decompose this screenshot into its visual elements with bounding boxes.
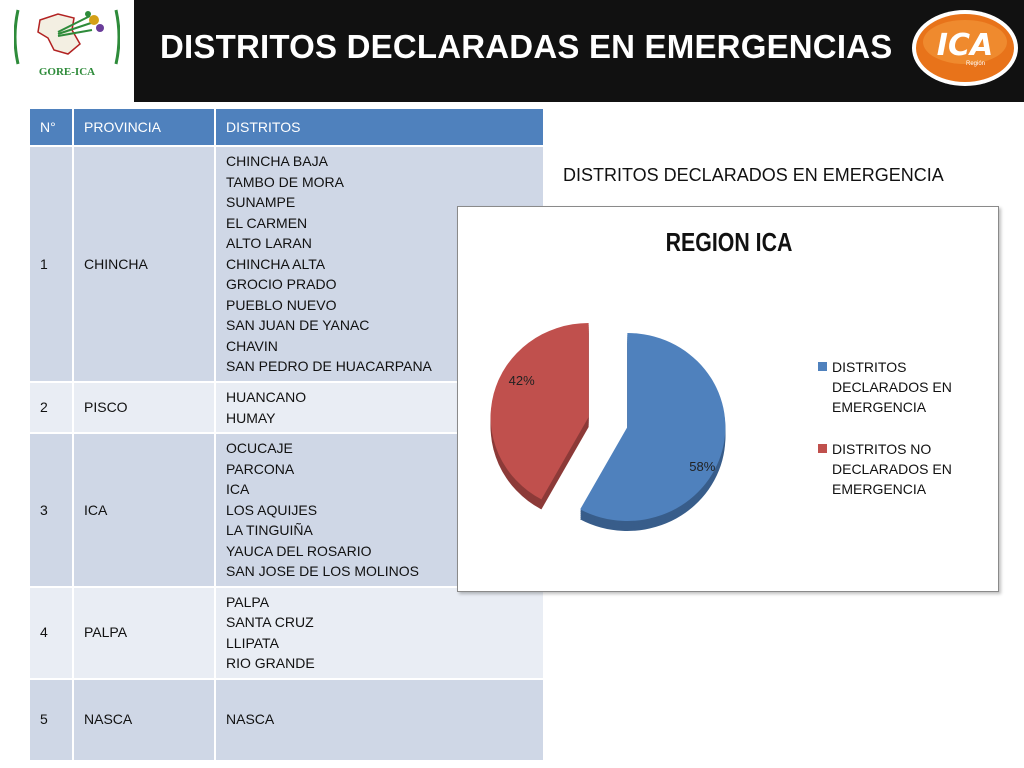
cell-province: NASCA <box>72 677 216 762</box>
column-header-number: N° <box>28 107 74 147</box>
district-name: YAUCA DEL ROSARIO <box>226 542 372 559</box>
cell-number: 3 <box>28 432 74 588</box>
ica-region-logo: ICA Región <box>910 8 1020 88</box>
table-header-row: N° PROVINCIA DISTRITOS <box>28 107 545 147</box>
district-name: SANTA CRUZ <box>226 614 314 630</box>
district-name: NASCA <box>226 711 275 728</box>
districts-table: N° PROVINCIA DISTRITOS 1 CHINCHA CHINCHA B… <box>28 107 545 762</box>
table-body: 1 CHINCHA CHINCHA BAJA TAMBO DE MORA SUNAMPE… <box>28 145 545 762</box>
chart-subtitle: DISTRITOS DECLARADOS EN EMERGENCIA <box>563 165 944 185</box>
header-bar: GORE-ICA DISTRITOS DECLARADAS EN EMERGEN… <box>0 0 1024 102</box>
legend-label: DISTRITOS NO DECLARADOS EN EMERGENCIA <box>832 441 952 497</box>
table-row: 4 PALPA PALPA SANTA CRUZ LLIPATA RIO GRANDE <box>28 585 545 680</box>
pie-chart: 58% 42% <box>490 323 726 531</box>
district-name: SAN JOSE DE LOS MOLINOS <box>226 563 419 579</box>
district-name: HUANCANO <box>226 389 307 405</box>
cell-districts: PALPA SANTA CRUZ LLIPATA RIO GRANDE <box>214 585 545 680</box>
cell-province: PISCO <box>72 381 216 434</box>
cell-number: 2 <box>28 381 74 434</box>
gore-ica-logo-text: GORE-ICA <box>38 66 96 78</box>
legend-label: DISTRITOS DECLARADOS EN EMERGENCIA <box>832 359 952 415</box>
district-name: CHAVIN <box>226 337 278 354</box>
gore-ica-emblem-icon <box>14 9 120 65</box>
ica-logo-text: ICA <box>936 28 994 63</box>
district-name: LLIPATA <box>226 634 279 651</box>
pie-slice <box>580 332 726 521</box>
district-name: GROCIO PRADO <box>226 276 337 293</box>
district-name: OCUCAJE <box>226 440 293 456</box>
district-name: LOS AQUIJES <box>226 501 318 518</box>
district-name: SUNAMPE <box>226 194 296 211</box>
district-name: SAN PEDRO DE HUACARPANA <box>226 358 432 375</box>
page-title: DISTRITOS DECLARADAS EN EMERGENCIAS <box>160 28 893 65</box>
district-name: PALPA <box>226 593 270 610</box>
cell-number: 4 <box>28 585 74 680</box>
column-header-province: PROVINCIA <box>72 107 216 147</box>
legend-item: DISTRITOS DECLARADOS EN EMERGENCIA <box>818 357 998 417</box>
cell-number: 1 <box>28 145 74 383</box>
district-name: PUEBLO NUEVO <box>226 296 337 313</box>
district-name: ALTO LARAN <box>226 235 312 252</box>
legend-swatch <box>818 444 827 453</box>
cell-province: PALPA <box>72 585 216 680</box>
table-row: 5 NASCA NASCA <box>28 677 545 762</box>
district-name: LA TINGUIÑA <box>226 522 313 538</box>
pie-data-label: 58% <box>689 459 715 474</box>
ica-logo-badge-icon <box>912 10 1018 86</box>
gore-ica-logo: GORE-ICA <box>0 0 134 102</box>
chart-legend: DISTRITOS DECLARADOS EN EMERGENCIA DISTRI… <box>818 357 998 521</box>
ica-logo-subtext: Región <box>966 61 986 67</box>
district-name: TAMBO DE MORA <box>226 173 344 190</box>
pie-slice <box>490 323 589 500</box>
column-header-districts: DISTRITOS <box>214 107 545 147</box>
district-name: PARCONA <box>226 460 295 477</box>
district-name: CHINCHA ALTA <box>226 255 326 272</box>
legend-swatch <box>818 362 827 371</box>
cell-province: ICA <box>72 432 216 588</box>
cell-districts: NASCA <box>214 677 545 762</box>
district-name: RIO GRANDE <box>226 655 315 671</box>
cell-number: 5 <box>28 677 74 762</box>
pie-data-label: 42% <box>509 373 535 388</box>
district-name: SAN JUAN DE YANAC <box>226 317 370 334</box>
district-name: ICA <box>226 481 250 497</box>
district-name: EL CARMEN <box>226 214 308 231</box>
district-name: HUMAY <box>226 409 276 426</box>
cell-province: CHINCHA <box>72 145 216 383</box>
district-name: CHINCHA BAJA <box>226 153 328 170</box>
pie-chart-panel: REGION ICA 58% 42% DISTRITOS DECLARADOS E… <box>457 206 999 592</box>
legend-item: DISTRITOS NO DECLARADOS EN EMERGENCIA <box>818 439 998 499</box>
chart-title: REGION ICA <box>665 227 793 257</box>
